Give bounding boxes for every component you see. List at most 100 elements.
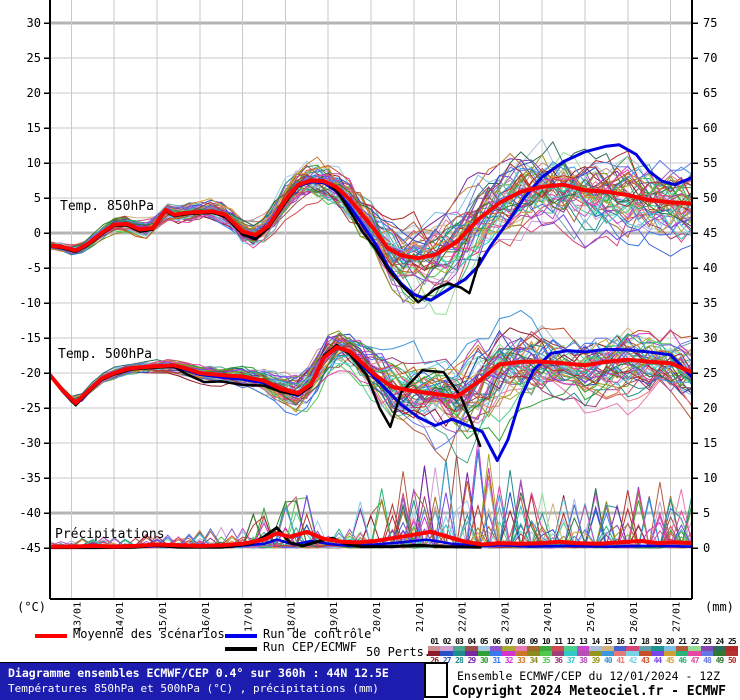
pert-number-bottom: 34 [529, 656, 539, 665]
pert-number-top: 15 [603, 637, 613, 646]
svg-text:-10: -10 [19, 296, 41, 310]
svg-text:17/01: 17/01 [244, 602, 255, 632]
pert-number-bottom: 32 [504, 656, 514, 665]
svg-text:15: 15 [27, 121, 41, 135]
pert-cell: 21 46 [675, 637, 689, 665]
series-mean_850 [50, 178, 692, 261]
svg-text:60: 60 [703, 121, 717, 135]
pert-swatch [465, 646, 478, 651]
svg-text:-40: -40 [19, 506, 41, 520]
footer-title: Diagramme ensembles ECMWF/CEP 0.4° sur 3… [8, 666, 389, 680]
pert-cell: 09 34 [527, 637, 540, 665]
pert-swatch [440, 646, 453, 651]
pert-swatch [651, 651, 664, 656]
svg-text:-25: -25 [19, 401, 41, 415]
pert-cell: 12 37 [564, 637, 577, 665]
pert-cell: 05 30 [477, 637, 490, 665]
pert-number-bottom: 26 [430, 656, 439, 665]
svg-text:45: 45 [703, 226, 717, 240]
svg-text:21/01: 21/01 [415, 602, 426, 632]
svg-text:-5: -5 [27, 261, 41, 275]
pert-cell: 10 35 [539, 637, 552, 665]
legend-ecmwf-label: Run CEP/ECMWF [263, 640, 357, 654]
pert-swatch [428, 646, 441, 651]
pert-swatch [651, 646, 664, 651]
pert-swatch [713, 651, 726, 656]
svg-text:10: 10 [27, 156, 41, 170]
svg-text:18/01: 18/01 [286, 602, 297, 632]
pert-swatch [700, 651, 714, 656]
pert-cell: 01 26 [428, 637, 441, 665]
svg-text:20/01: 20/01 [372, 602, 383, 632]
svg-text:22/01: 22/01 [458, 602, 469, 632]
svg-text:(mm): (mm) [705, 600, 734, 614]
svg-text:-35: -35 [19, 471, 41, 485]
axes [44, 0, 698, 600]
svg-text:30: 30 [703, 331, 717, 345]
footer-title-bar: Diagramme ensembles ECMWF/CEP 0.4° sur 3… [0, 662, 424, 700]
pert-number-top: 14 [591, 637, 601, 646]
pert-number-top: 04 [467, 637, 477, 646]
svg-text:20: 20 [27, 86, 41, 100]
pert-swatch [564, 646, 577, 651]
svg-text:20: 20 [703, 401, 717, 415]
pert-cell: 15 40 [601, 637, 614, 665]
pert-number-bottom: 46 [678, 656, 687, 665]
pert-number-bottom: 28 [455, 656, 464, 665]
pert-cell: 11 36 [551, 637, 565, 665]
svg-text:55: 55 [703, 156, 717, 170]
pert-number-bottom: 30 [479, 656, 489, 665]
pert-cell: 02 27 [440, 637, 453, 665]
pert-number-top: 22 [690, 637, 700, 646]
pert-number-top: 19 [653, 637, 663, 646]
svg-text:-45: -45 [19, 541, 41, 555]
pert-number-bottom: 44 [653, 656, 663, 665]
pert-swatch [576, 646, 590, 651]
svg-text:40: 40 [703, 261, 717, 275]
pert-number-bottom: 48 [703, 656, 712, 665]
pert-number-bottom: 31 [492, 656, 501, 665]
pert-number-top: 10 [541, 637, 551, 646]
pert-cell: 18 43 [638, 637, 652, 665]
pert-cell: 08 33 [514, 637, 528, 665]
pert-number-top: 13 [579, 637, 588, 646]
pert-swatch [638, 651, 652, 656]
pert-swatch [477, 651, 490, 656]
pert-swatch [613, 651, 627, 656]
pert-number-bottom: 39 [591, 656, 601, 665]
pert-cell: 24 49 [713, 637, 726, 665]
svg-text:19/01: 19/01 [329, 602, 340, 632]
pert-cell: 19 44 [651, 637, 664, 665]
pert-swatch [626, 651, 639, 656]
svg-text:-30: -30 [19, 436, 41, 450]
legend-control-swatch [225, 634, 257, 638]
pert-number-top: 05 [479, 637, 489, 646]
pert-number-top: 17 [628, 637, 638, 646]
svg-text:30: 30 [27, 16, 41, 30]
pert-swatch [489, 646, 503, 651]
pert-number-top: 12 [566, 637, 576, 646]
pert-cell: 14 39 [589, 637, 602, 665]
pert-number-bottom: 37 [566, 656, 576, 665]
pert-swatch [539, 651, 552, 656]
perturbation-color-grid: 01 26 02 27 03 28 04 29 05 30 06 31 07 32 08 33 09 34 10 35… [428, 637, 738, 665]
svg-text:15/01: 15/01 [158, 602, 169, 632]
perts-count-label: 50 Perts. [366, 645, 432, 659]
pert-number-top: 09 [529, 637, 539, 646]
pert-number-top: 24 [715, 637, 725, 646]
ensemble-chart: 302520151050-5-10-15-20-25-30-35-40-45(°… [17, 0, 734, 632]
pert-swatch [502, 646, 515, 651]
svg-text:Temp. 850hPa: Temp. 850hPa [60, 199, 154, 214]
pert-swatch [626, 646, 639, 651]
svg-text:75: 75 [703, 16, 717, 30]
svg-text:-20: -20 [19, 366, 41, 380]
pert-swatch [551, 646, 565, 651]
pert-number-top: 23 [703, 637, 712, 646]
y-axis-left-labels: 30 25 20 15 10 5 0 -5 -10 -15 -20 -25 -30 -35 -40 -45 (°… [17, 16, 46, 614]
svg-text:5: 5 [34, 191, 41, 205]
panel-labels: Temp. 850hPa Temp. 500hPa Précipitations [55, 199, 165, 542]
pert-number-top: 02 [442, 637, 452, 646]
pert-swatch [638, 646, 652, 651]
pert-swatch [489, 651, 503, 656]
